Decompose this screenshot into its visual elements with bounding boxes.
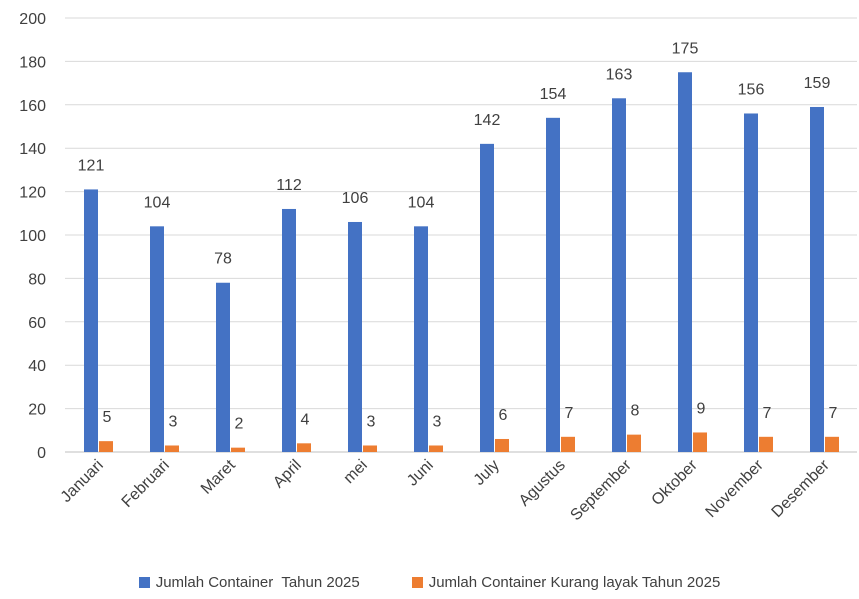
data-label-series-2: 7 — [829, 405, 838, 422]
y-tick-label: 140 — [19, 141, 46, 158]
y-tick-label: 60 — [28, 315, 46, 332]
x-tick-label: Maret — [198, 456, 239, 497]
x-tick-label: April — [270, 457, 305, 492]
y-tick-label: 80 — [28, 271, 46, 288]
data-label-series-1: 104 — [144, 194, 171, 211]
x-tick-label: Desember — [769, 456, 834, 521]
data-label-series-1: 142 — [474, 112, 501, 129]
bar-series-2 — [627, 434, 641, 452]
bar-series-2 — [99, 441, 113, 452]
data-label-series-1: 106 — [342, 190, 369, 207]
bar-series-1 — [216, 282, 230, 452]
bar-series-2 — [495, 438, 509, 452]
data-label-series-2: 6 — [499, 407, 508, 424]
data-label-series-2: 8 — [631, 403, 640, 420]
x-tick-label: September — [567, 456, 635, 524]
x-tick-label: Juni — [404, 457, 437, 490]
bar-series-2 — [561, 436, 575, 452]
legend-swatch — [138, 577, 150, 588]
bar-series-1 — [84, 189, 98, 452]
legend-item: Jumlah Container Kurang layak Tahun 2025 — [411, 574, 721, 591]
data-label-series-1: 163 — [606, 66, 633, 83]
bar-series-1 — [678, 72, 692, 452]
x-tick-label: Agustus — [516, 457, 569, 510]
data-label-series-2: 5 — [103, 409, 112, 426]
y-tick-label: 40 — [28, 358, 46, 375]
legend-label: Jumlah Container Kurang layak Tahun 2025 — [428, 574, 721, 591]
data-label-series-2: 3 — [433, 413, 442, 430]
data-label-series-2: 3 — [367, 413, 376, 430]
bar-series-1 — [150, 226, 164, 452]
bar-series-2 — [231, 447, 245, 452]
bar-series-1 — [612, 98, 626, 452]
bar-series-1 — [282, 208, 296, 452]
data-label-series-1: 104 — [408, 194, 435, 211]
bar-series-2 — [759, 436, 773, 452]
bar-series-1 — [546, 117, 560, 452]
y-tick-label: 160 — [19, 98, 46, 115]
data-label-series-1: 154 — [540, 86, 567, 103]
y-tick-label: 100 — [19, 228, 46, 245]
bar-series-2 — [363, 445, 377, 452]
legend-label: Jumlah Container Tahun 2025 — [155, 574, 360, 591]
x-tick-label: November — [703, 456, 768, 521]
data-label-series-1: 159 — [804, 75, 831, 92]
bar-series-1 — [744, 113, 758, 452]
bar-series-1 — [480, 143, 494, 453]
legend-item: Jumlah Container Tahun 2025 — [138, 574, 360, 591]
data-label-series-1: 156 — [738, 81, 765, 98]
x-tick-label: Januari — [58, 457, 107, 506]
legend-swatch — [411, 577, 423, 588]
data-label-series-2: 4 — [301, 411, 310, 428]
x-tick-label: Oktober — [649, 456, 702, 509]
bar-series-2 — [825, 436, 839, 452]
bar-series-2 — [165, 445, 179, 452]
bar-series-2 — [429, 445, 443, 452]
x-tick-label: Februari — [119, 457, 173, 511]
bar-series-1 — [810, 106, 824, 452]
y-tick-label: 20 — [28, 402, 46, 419]
y-tick-label: 0 — [37, 445, 46, 462]
data-label-series-2: 2 — [235, 416, 244, 433]
y-tick-label: 200 — [19, 11, 46, 28]
data-label-series-2: 7 — [763, 405, 772, 422]
bar-series-1 — [414, 226, 428, 452]
data-label-series-2: 3 — [169, 413, 178, 430]
legend: Jumlah Container Tahun 2025 Jumlah Contai… — [0, 574, 859, 591]
data-label-series-1: 112 — [276, 177, 302, 194]
bar-series-2 — [297, 443, 311, 452]
bar-series-1 — [348, 221, 362, 452]
bar-series-2 — [693, 432, 707, 452]
y-tick-label: 180 — [19, 54, 46, 71]
data-label-series-1: 175 — [672, 40, 699, 57]
x-tick-label: mei — [341, 457, 371, 487]
data-label-series-1: 121 — [78, 157, 105, 174]
y-tick-label: 120 — [19, 185, 46, 202]
data-label-series-2: 9 — [697, 400, 706, 417]
data-label-series-1: 78 — [214, 251, 232, 268]
data-label-series-2: 7 — [565, 405, 574, 422]
x-tick-label: July — [471, 457, 503, 489]
